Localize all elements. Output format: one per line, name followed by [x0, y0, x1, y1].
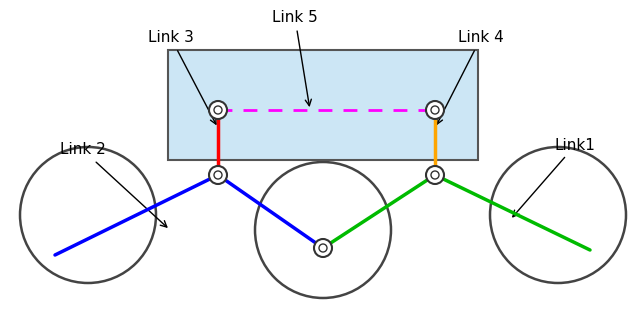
Circle shape	[426, 101, 444, 119]
Bar	[168, 50, 478, 160]
Circle shape	[426, 166, 444, 184]
Circle shape	[214, 106, 222, 114]
Circle shape	[314, 239, 332, 257]
Circle shape	[214, 171, 222, 179]
Text: Link 5: Link 5	[272, 11, 318, 106]
Text: Link 3: Link 3	[148, 30, 216, 124]
Text: Link 2: Link 2	[60, 142, 167, 227]
Circle shape	[431, 106, 439, 114]
Circle shape	[209, 166, 227, 184]
Circle shape	[431, 171, 439, 179]
Text: Link1: Link1	[513, 137, 596, 217]
Circle shape	[319, 244, 327, 252]
Text: Link 4: Link 4	[437, 30, 504, 124]
Circle shape	[209, 101, 227, 119]
